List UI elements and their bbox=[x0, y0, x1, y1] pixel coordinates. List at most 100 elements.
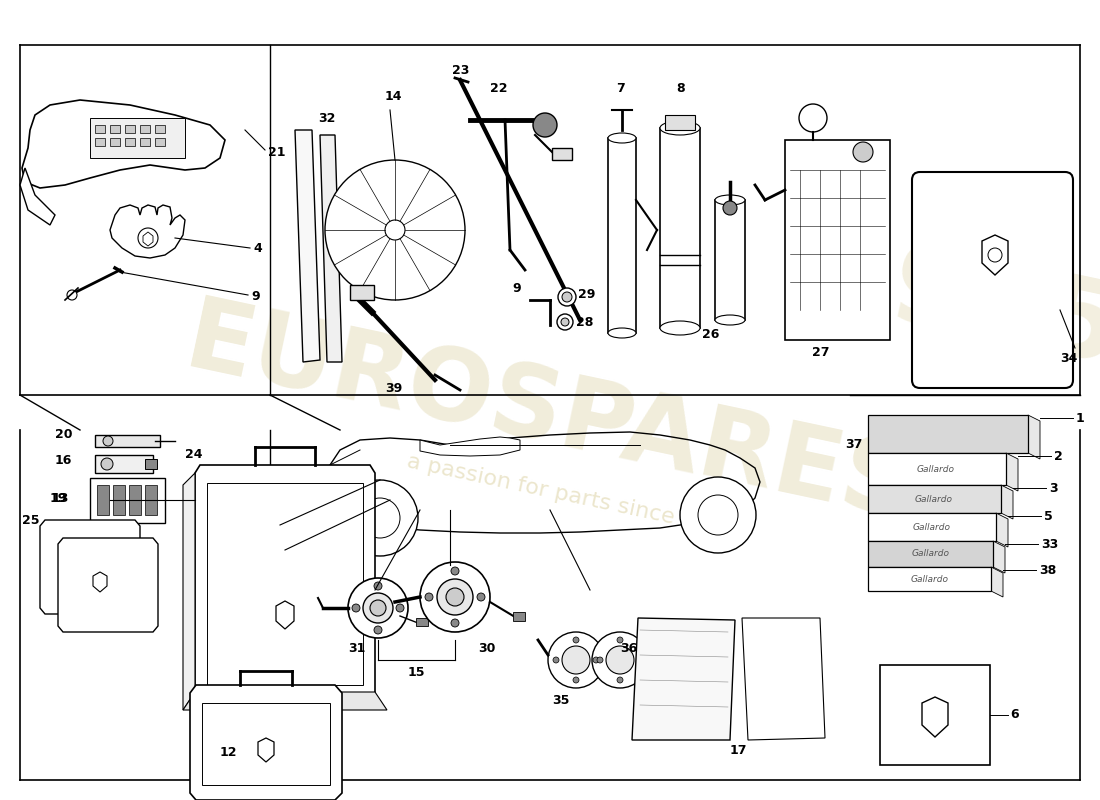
Text: 15: 15 bbox=[408, 666, 426, 678]
Bar bbox=[95, 138, 104, 146]
Circle shape bbox=[342, 480, 418, 556]
Bar bbox=[513, 612, 525, 621]
Bar bbox=[880, 665, 990, 765]
Text: 36: 36 bbox=[620, 642, 637, 654]
Text: 24: 24 bbox=[185, 449, 202, 462]
Polygon shape bbox=[1028, 415, 1040, 459]
Circle shape bbox=[592, 632, 648, 688]
Polygon shape bbox=[996, 513, 1008, 547]
Polygon shape bbox=[40, 520, 140, 614]
Circle shape bbox=[374, 626, 382, 634]
Bar bbox=[416, 618, 428, 626]
Text: 31: 31 bbox=[348, 642, 365, 654]
Circle shape bbox=[597, 657, 603, 663]
Circle shape bbox=[637, 657, 644, 663]
Circle shape bbox=[617, 637, 623, 643]
Bar bbox=[140, 125, 150, 133]
Bar bbox=[110, 138, 120, 146]
Ellipse shape bbox=[660, 321, 700, 335]
Text: Gallardo: Gallardo bbox=[913, 522, 950, 531]
Bar bbox=[868, 567, 991, 591]
Bar bbox=[90, 118, 185, 158]
Text: 37: 37 bbox=[845, 438, 862, 451]
Text: Gallardo: Gallardo bbox=[912, 550, 949, 558]
Polygon shape bbox=[320, 135, 342, 362]
Circle shape bbox=[363, 593, 393, 623]
Text: 2: 2 bbox=[1054, 450, 1063, 462]
Bar bbox=[95, 125, 104, 133]
Circle shape bbox=[557, 314, 573, 330]
Polygon shape bbox=[58, 538, 158, 632]
Polygon shape bbox=[295, 130, 320, 362]
Text: 39: 39 bbox=[385, 382, 403, 394]
Bar bbox=[552, 148, 572, 160]
Circle shape bbox=[396, 604, 404, 612]
Bar bbox=[608, 138, 636, 333]
Text: 17: 17 bbox=[730, 743, 748, 757]
Text: 33: 33 bbox=[1041, 538, 1058, 550]
Polygon shape bbox=[632, 618, 735, 740]
Bar bbox=[110, 125, 120, 133]
Ellipse shape bbox=[608, 328, 636, 338]
Text: 12: 12 bbox=[220, 746, 238, 758]
Text: 38: 38 bbox=[1040, 563, 1056, 577]
Circle shape bbox=[324, 160, 465, 300]
Circle shape bbox=[101, 458, 113, 470]
Text: 32: 32 bbox=[318, 111, 336, 125]
Bar bbox=[868, 415, 1028, 453]
Bar bbox=[868, 541, 993, 567]
Text: 8: 8 bbox=[676, 82, 684, 94]
Text: 21: 21 bbox=[268, 146, 286, 158]
Polygon shape bbox=[991, 567, 1003, 597]
Circle shape bbox=[534, 113, 557, 137]
Text: 16: 16 bbox=[55, 454, 73, 466]
Circle shape bbox=[451, 567, 459, 575]
Ellipse shape bbox=[660, 121, 700, 135]
Polygon shape bbox=[195, 465, 375, 700]
Bar bbox=[868, 453, 1007, 485]
Circle shape bbox=[698, 495, 738, 535]
Bar bbox=[95, 435, 160, 447]
Circle shape bbox=[617, 677, 623, 683]
Text: Gallardo: Gallardo bbox=[916, 465, 955, 474]
Circle shape bbox=[420, 562, 490, 632]
Circle shape bbox=[573, 677, 579, 683]
Polygon shape bbox=[22, 100, 226, 188]
Circle shape bbox=[558, 288, 576, 306]
Circle shape bbox=[352, 604, 360, 612]
Text: 27: 27 bbox=[812, 346, 829, 358]
Text: 28: 28 bbox=[576, 315, 593, 329]
Text: 9: 9 bbox=[251, 290, 260, 302]
Circle shape bbox=[680, 477, 756, 553]
Bar bbox=[145, 459, 157, 469]
Text: 4: 4 bbox=[253, 242, 262, 254]
Text: 3: 3 bbox=[1049, 482, 1057, 494]
Text: 20: 20 bbox=[55, 429, 73, 442]
FancyBboxPatch shape bbox=[912, 172, 1072, 388]
Text: 13: 13 bbox=[52, 491, 69, 505]
Text: 23: 23 bbox=[452, 63, 470, 77]
Circle shape bbox=[360, 498, 400, 538]
Polygon shape bbox=[1006, 453, 1018, 491]
Ellipse shape bbox=[608, 133, 636, 143]
Bar bbox=[666, 115, 695, 130]
Bar bbox=[125, 138, 135, 146]
Text: 7: 7 bbox=[616, 82, 625, 94]
Polygon shape bbox=[993, 541, 1005, 573]
Circle shape bbox=[553, 657, 559, 663]
Text: 25: 25 bbox=[22, 514, 40, 526]
Bar bbox=[155, 125, 165, 133]
Circle shape bbox=[593, 657, 600, 663]
Text: Gallardo: Gallardo bbox=[911, 574, 949, 583]
Bar bbox=[350, 285, 374, 300]
Text: 1: 1 bbox=[1076, 411, 1085, 425]
Text: 26: 26 bbox=[702, 329, 719, 342]
Polygon shape bbox=[1001, 485, 1013, 519]
Circle shape bbox=[548, 632, 604, 688]
Bar bbox=[125, 125, 135, 133]
Circle shape bbox=[477, 593, 485, 601]
Circle shape bbox=[385, 220, 405, 240]
Bar bbox=[660, 128, 700, 328]
Bar bbox=[868, 513, 996, 541]
Text: a passion for parts since 1985: a passion for parts since 1985 bbox=[405, 451, 739, 541]
